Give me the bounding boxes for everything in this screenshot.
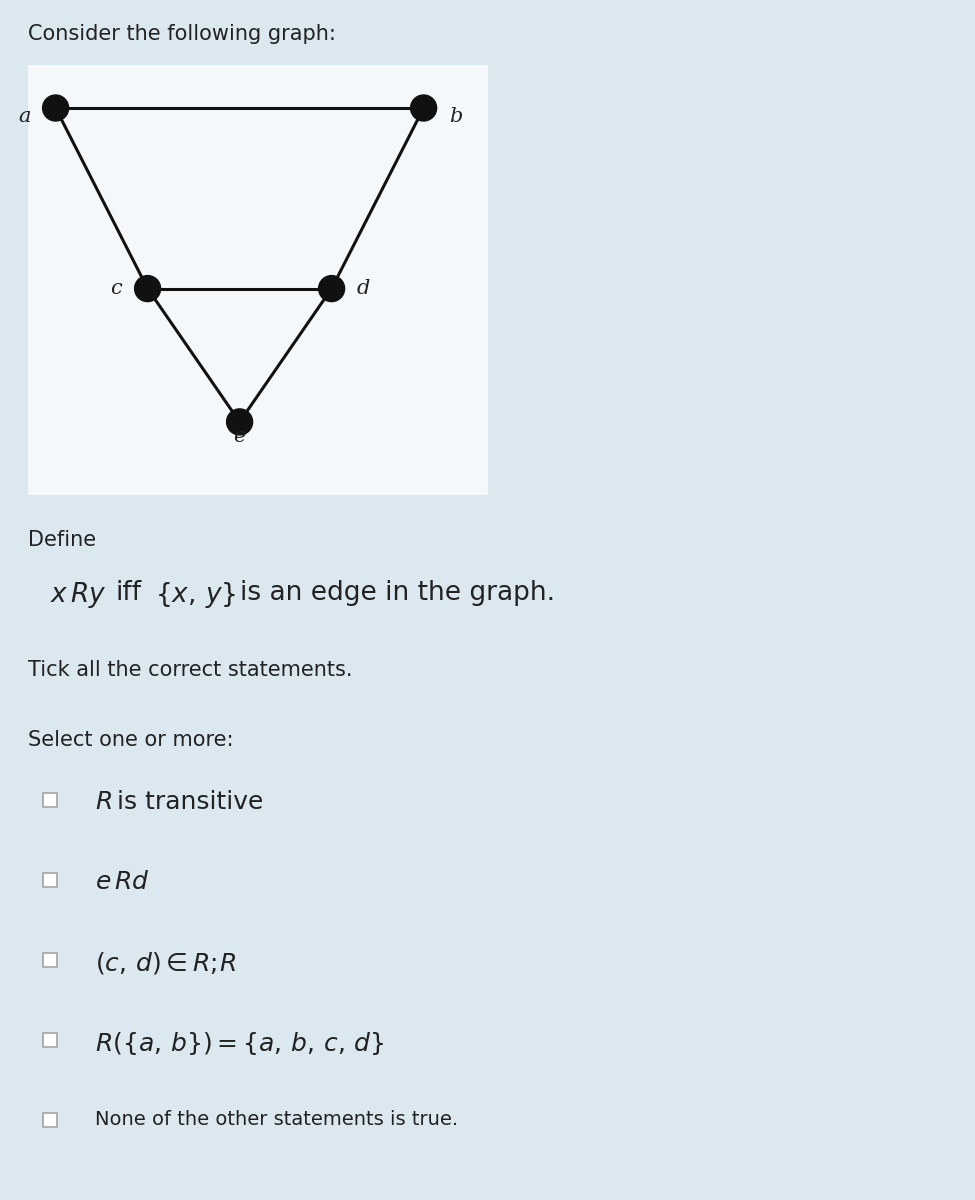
- Text: Consider the following graph:: Consider the following graph:: [28, 24, 335, 44]
- Text: a: a: [18, 107, 30, 126]
- FancyBboxPatch shape: [43, 1033, 57, 1046]
- Text: iff: iff: [115, 580, 141, 606]
- Text: Tick all the correct statements.: Tick all the correct statements.: [28, 660, 353, 680]
- Circle shape: [135, 276, 161, 301]
- Text: Define: Define: [28, 530, 97, 550]
- Text: None of the other statements is true.: None of the other statements is true.: [95, 1110, 458, 1129]
- Circle shape: [43, 95, 68, 121]
- Text: $R$: $R$: [95, 790, 112, 814]
- Text: b: b: [448, 107, 462, 126]
- Text: $x\,Ry$: $x\,Ry$: [50, 580, 107, 610]
- Circle shape: [226, 409, 253, 434]
- Text: $e\,Rd$: $e\,Rd$: [95, 870, 150, 894]
- Text: $\{x,\,y\}$: $\{x,\,y\}$: [155, 580, 236, 610]
- Text: d: d: [357, 280, 370, 298]
- FancyBboxPatch shape: [43, 874, 57, 887]
- Text: $(c,\,d) \in R;\!R$: $(c,\,d) \in R;\!R$: [95, 950, 236, 976]
- Text: e: e: [233, 426, 246, 445]
- Text: Select one or more:: Select one or more:: [28, 730, 233, 750]
- FancyBboxPatch shape: [43, 1114, 57, 1127]
- Circle shape: [410, 95, 437, 121]
- Text: is an edge in the graph.: is an edge in the graph.: [240, 580, 555, 606]
- Text: c: c: [110, 280, 122, 298]
- FancyBboxPatch shape: [28, 65, 488, 494]
- Text: is transitive: is transitive: [117, 790, 263, 814]
- Circle shape: [319, 276, 344, 301]
- Text: $R(\{a,\,b\}) = \{a,\,b,\,c,\,d\}$: $R(\{a,\,b\}) = \{a,\,b,\,c,\,d\}$: [95, 1030, 384, 1057]
- FancyBboxPatch shape: [43, 793, 57, 806]
- FancyBboxPatch shape: [43, 953, 57, 967]
